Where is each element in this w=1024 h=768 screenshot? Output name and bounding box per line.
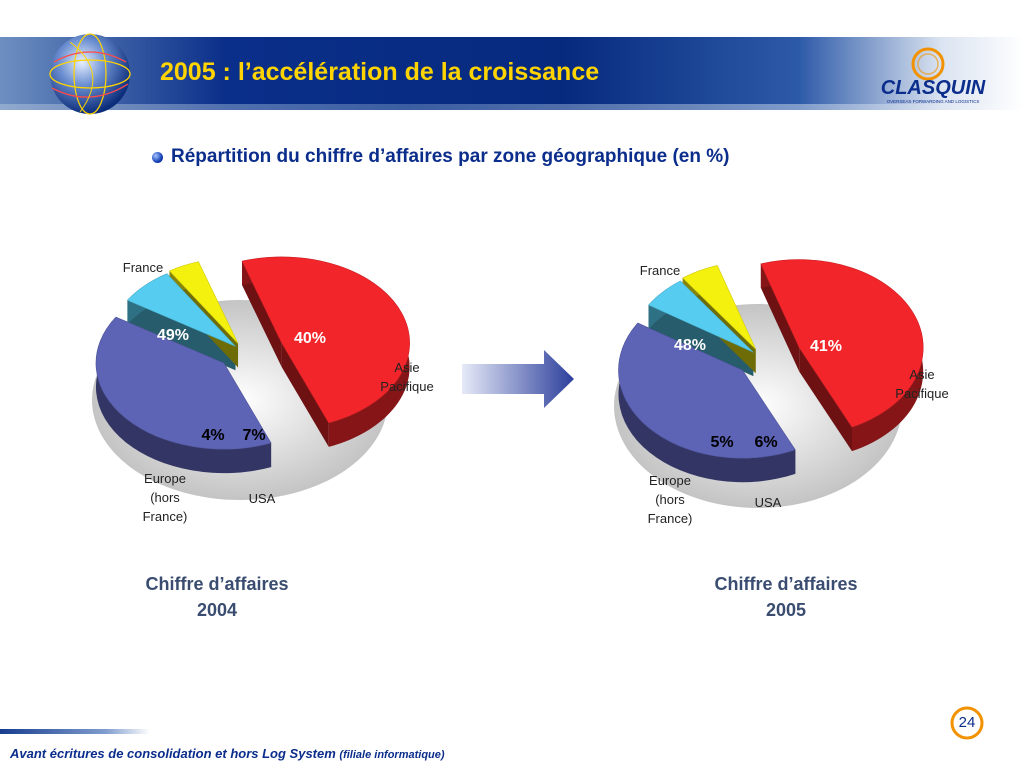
pie-value-label: 40% (294, 330, 326, 347)
chart-caption-2005: Chiffre d’affaires 2005 (686, 571, 886, 623)
caption-line-1: Chiffre d’affaires (714, 574, 858, 594)
pie-value-label: 41% (810, 338, 842, 355)
page-title: 2005 : l’accélération de la croissance (160, 58, 600, 86)
pie-slice-rim (618, 323, 796, 483)
pie-value-label: 6% (754, 434, 777, 451)
pie-slice-asie-pacifique (618, 322, 796, 459)
pie-category-label: France (123, 260, 163, 275)
page-number-text: 24 (958, 714, 976, 731)
pie-chart-0: 49% 40% 7% 4% France Asie Pacifique USA Europe (h… (92, 256, 434, 524)
chart-subtitle: Répartition du chiffre d’affaires par zo… (152, 146, 729, 168)
footer-note-small: (filiale informatique) (339, 749, 445, 761)
footer-note-main: Avant écritures de consolidation et hors… (10, 746, 336, 761)
pie-slice-wall (799, 347, 852, 452)
pie-slice-usa (126, 273, 236, 347)
header-band (0, 37, 1024, 110)
pie-value-label: 48% (674, 337, 706, 354)
pie-slice-wall (281, 342, 329, 447)
bullet-icon (152, 151, 163, 163)
pie-category-label: Asie Pacifique (895, 367, 948, 401)
caption-line-1: Chiffre d’affaires (145, 574, 289, 594)
footer-note: Avant écritures de consolidation et hors… (10, 746, 445, 761)
logo-tagline: OVERSEAS FORWARDING AND LOGISTICS (887, 99, 980, 104)
pie-value-label: 7% (242, 427, 265, 444)
pie-category-label: Europe (hors France) (648, 473, 693, 526)
footer-rule (0, 729, 150, 734)
pie-slice-wall (648, 305, 754, 377)
globe-icon (49, 33, 131, 115)
pie-category-label: Europe (hors France) (143, 471, 188, 524)
pie-slice-france (241, 256, 410, 424)
chart-caption-2004: Chiffre d’affaires 2004 (117, 571, 317, 623)
pie-slice-wall (242, 261, 282, 367)
subtitle-text: Répartition du chiffre d’affaires par zo… (171, 146, 730, 167)
right-arrow-icon (462, 350, 574, 408)
pie-slice-wall (127, 300, 236, 371)
page-number: 24 (948, 703, 988, 743)
pie-category-label: France (640, 263, 680, 278)
pie-category-label: USA (755, 495, 782, 510)
pie-slice-rim (95, 317, 272, 474)
pie-value-label: 4% (201, 427, 224, 444)
logo-text: CLASQUIN (881, 77, 986, 99)
pie-category-label: Asie Pacifique (380, 360, 433, 394)
pie-slice-usa (648, 280, 754, 353)
caption-line-2: 2005 (765, 600, 807, 620)
page-ring-icon (950, 706, 984, 740)
caption-line-2: 2004 (196, 600, 238, 620)
pie-slice-wall (760, 263, 800, 372)
pie-chart-1: 48% 41% 6% 5% France Asie Pacifique USA Europe (h… (614, 259, 949, 526)
pie-slice-europe-hors-france- (168, 261, 239, 344)
clasquin-logo: CLASQUIN OVERSEAS FORWARDING AND LOGISTI… (881, 47, 986, 104)
pie-slice-france (760, 259, 924, 428)
pie-slice-asie-pacifique (95, 316, 272, 450)
pie-value-label: 49% (157, 327, 189, 344)
pie-category-label: USA (249, 491, 276, 506)
pie-value-label: 5% (710, 434, 733, 451)
pie-slice-europe-hors-france- (682, 265, 756, 350)
